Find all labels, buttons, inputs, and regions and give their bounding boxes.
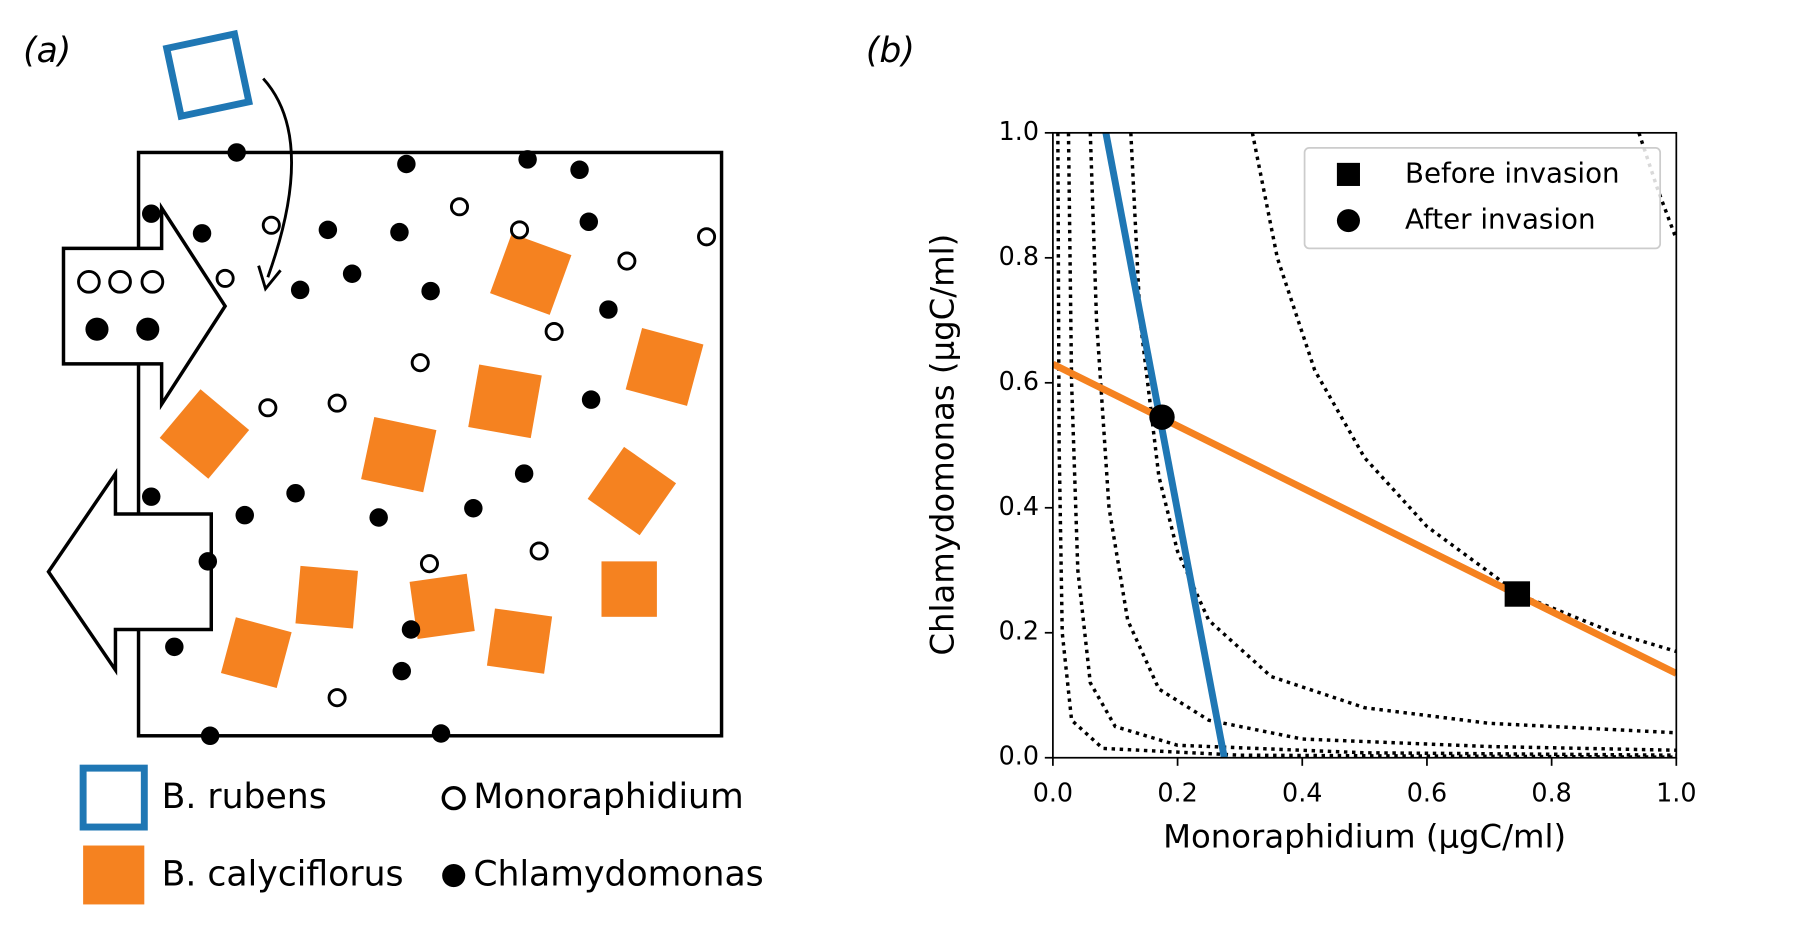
point [1149,404,1175,430]
legend-label: Before invasion [1405,156,1620,189]
legend-swatch [442,864,466,888]
invasion-arrow [262,77,293,278]
panel-b: (b) Monoraphidium (μgC/ml) Chlamydomonas… [866,31,1566,856]
y-tick-label: 0.8 [999,241,1039,271]
legend-marker [1336,162,1360,186]
legend-swatch [83,845,145,905]
y-tick-label: 0.6 [999,366,1039,396]
x-tick-label: 0.4 [1282,778,1322,808]
isocline [1088,132,1677,752]
legend-label: B. rubens [162,777,327,817]
legend-marker [1336,209,1360,233]
inflow-chlamydomonas [85,317,160,341]
point [1504,581,1531,607]
outflow-arrow [46,467,214,676]
y-tick-label: 0.2 [999,616,1039,646]
panel-label: (b) [866,31,915,71]
y-tick-label: 0.4 [999,491,1039,521]
legend-label: B. calyciflorus [162,855,404,895]
isocline [1250,132,1677,654]
rotifers [159,233,704,688]
inflow-arrow [61,202,228,411]
arrowhead [257,265,282,292]
y-tick-label: 1.0 [999,116,1039,146]
legend-swatch [441,786,466,811]
tank [136,150,724,738]
legend-label: After invasion [1405,203,1596,236]
legend-label: Chlamydomonas [473,855,763,895]
y-tick-label: 0.0 [999,741,1039,771]
legend-label: Monoraphidium [473,777,743,817]
x-tick-label: 0.8 [1531,778,1571,808]
y-axis-label: Chlamydomonas (μgC/ml) [923,234,961,656]
chlamydomonas-cells [142,143,618,746]
nullcline [1102,132,1228,758]
x-tick-label: 0.2 [1157,778,1197,808]
isocline [1066,132,1677,757]
x-tick-label: 0.6 [1407,778,1447,808]
invader [162,29,253,121]
x-axis-label: Monoraphidium (μgC/ml) [1163,818,1566,856]
legend-swatch [79,764,148,831]
panel-a: (a) [23,29,764,905]
axes-frame [1052,131,1678,759]
monoraphidium-cells [215,197,717,708]
x-tick-label: 1.0 [1656,778,1696,808]
panel-label: (a) [23,31,71,71]
legend-box [1303,146,1662,250]
nullcline [1052,360,1677,677]
inflow-monoraphidium [77,270,165,294]
x-tick-label: 0.0 [1033,778,1073,808]
